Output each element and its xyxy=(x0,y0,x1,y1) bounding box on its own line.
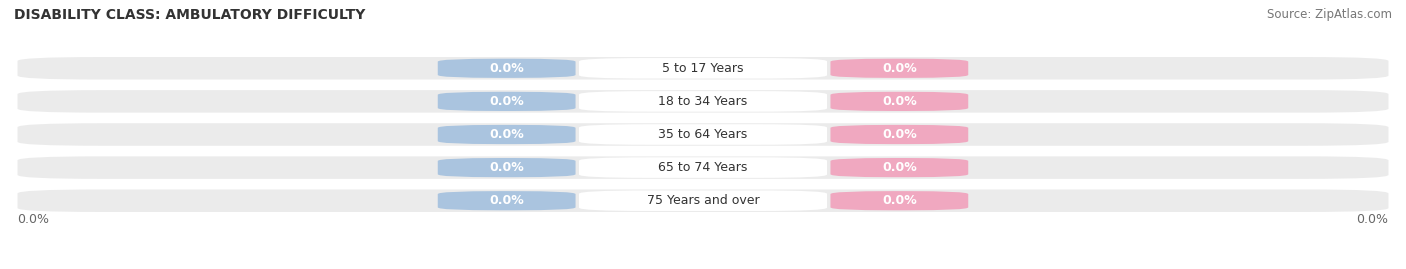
FancyBboxPatch shape xyxy=(831,191,969,210)
FancyBboxPatch shape xyxy=(579,124,827,145)
FancyBboxPatch shape xyxy=(17,156,1389,179)
Text: 0.0%: 0.0% xyxy=(882,194,917,207)
Text: 65 to 74 Years: 65 to 74 Years xyxy=(658,161,748,174)
FancyBboxPatch shape xyxy=(437,59,575,78)
FancyBboxPatch shape xyxy=(437,191,575,210)
FancyBboxPatch shape xyxy=(831,59,969,78)
FancyBboxPatch shape xyxy=(437,92,575,111)
FancyBboxPatch shape xyxy=(831,125,969,144)
FancyBboxPatch shape xyxy=(579,157,827,178)
Text: 35 to 64 Years: 35 to 64 Years xyxy=(658,128,748,141)
FancyBboxPatch shape xyxy=(579,91,827,112)
FancyBboxPatch shape xyxy=(17,123,1389,146)
FancyBboxPatch shape xyxy=(437,125,575,144)
Text: 0.0%: 0.0% xyxy=(17,213,49,226)
Text: 0.0%: 0.0% xyxy=(882,62,917,75)
Text: 0.0%: 0.0% xyxy=(489,95,524,108)
FancyBboxPatch shape xyxy=(579,190,827,211)
FancyBboxPatch shape xyxy=(17,90,1389,113)
Text: 0.0%: 0.0% xyxy=(1357,213,1389,226)
FancyBboxPatch shape xyxy=(17,189,1389,212)
FancyBboxPatch shape xyxy=(579,58,827,79)
Text: 0.0%: 0.0% xyxy=(489,161,524,174)
FancyBboxPatch shape xyxy=(831,92,969,111)
Text: 0.0%: 0.0% xyxy=(489,194,524,207)
Text: DISABILITY CLASS: AMBULATORY DIFFICULTY: DISABILITY CLASS: AMBULATORY DIFFICULTY xyxy=(14,8,366,22)
FancyBboxPatch shape xyxy=(831,158,969,177)
FancyBboxPatch shape xyxy=(437,158,575,177)
Text: 0.0%: 0.0% xyxy=(882,128,917,141)
Text: Source: ZipAtlas.com: Source: ZipAtlas.com xyxy=(1267,8,1392,21)
Text: 0.0%: 0.0% xyxy=(489,128,524,141)
Text: 5 to 17 Years: 5 to 17 Years xyxy=(662,62,744,75)
Text: 18 to 34 Years: 18 to 34 Years xyxy=(658,95,748,108)
Legend: Male, Female: Male, Female xyxy=(634,264,772,269)
FancyBboxPatch shape xyxy=(17,57,1389,80)
Text: 0.0%: 0.0% xyxy=(882,95,917,108)
Text: 75 Years and over: 75 Years and over xyxy=(647,194,759,207)
Text: 0.0%: 0.0% xyxy=(882,161,917,174)
Text: 0.0%: 0.0% xyxy=(489,62,524,75)
